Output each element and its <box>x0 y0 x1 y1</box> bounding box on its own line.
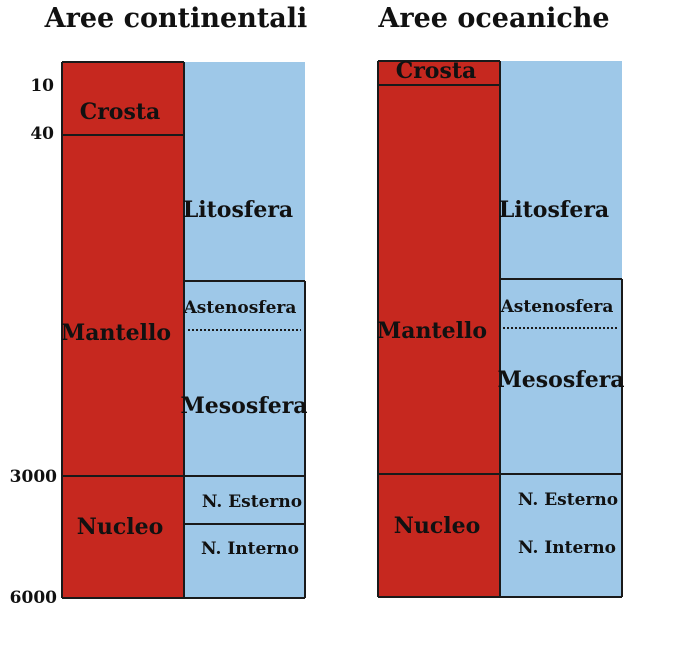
continental-litosfera-label: Litosfera <box>183 197 293 223</box>
depth-label-3000: 3000 <box>10 467 57 487</box>
oceanic-astenosfera-label: Astenosfera <box>500 297 614 317</box>
continental-n-interno-label: N. Interno <box>201 539 299 559</box>
depth-label-6000: 6000 <box>10 588 57 608</box>
depth-label-40: 40 <box>30 124 54 144</box>
continental-mesosfera-label: Mesosfera <box>180 393 307 419</box>
continental-composition-column <box>62 62 184 598</box>
oceanic-composition-column <box>378 61 500 597</box>
title-continental: Aree continentali <box>44 3 308 34</box>
oceanic-n-esterno-label: N. Esterno <box>518 490 618 510</box>
continental-crosta-label: Crosta <box>80 99 161 125</box>
continental-nucleo-label: Nucleo <box>77 514 164 540</box>
continental-n-esterno-label: N. Esterno <box>202 492 302 512</box>
continental-astenosfera-label: Astenosfera <box>183 298 297 318</box>
oceanic-crosta-label: Crosta <box>396 58 477 84</box>
depth-label-10: 10 <box>30 76 54 96</box>
oceanic-mantello-label: Mantello <box>377 318 487 344</box>
oceanic-mesosfera-label: Mesosfera <box>497 367 624 393</box>
continental-column: Crosta Mantello Nucleo Litosfera Astenos… <box>61 61 308 599</box>
oceanic-column: Crosta Mantello Nucleo Litosfera Astenos… <box>377 58 625 598</box>
oceanic-litosfera-label: Litosfera <box>499 197 609 223</box>
title-oceanic: Aree oceaniche <box>377 3 609 34</box>
oceanic-nucleo-label: Nucleo <box>394 513 481 539</box>
oceanic-n-interno-label: N. Interno <box>518 538 616 558</box>
continental-mantello-label: Mantello <box>61 320 171 346</box>
